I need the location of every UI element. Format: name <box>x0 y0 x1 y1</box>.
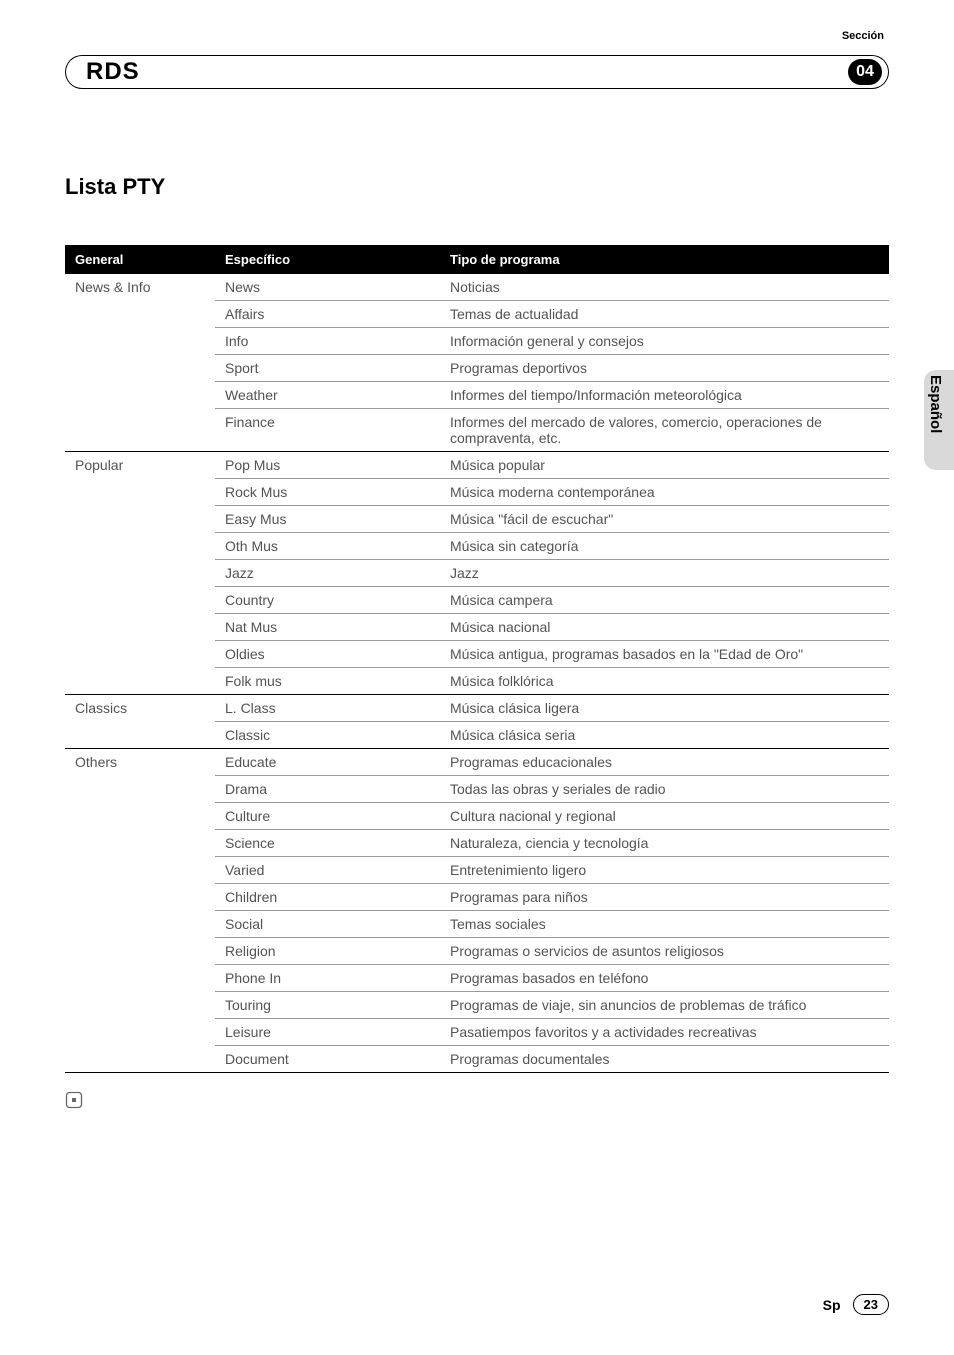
language-tab-label: Español <box>927 375 944 433</box>
type-cell: Música moderna contemporánea <box>440 479 889 506</box>
table-row: ClassicsL. ClassMúsica clásica ligera <box>65 695 889 722</box>
column-header-general: General <box>65 245 215 274</box>
header-pill-right: 04 <box>455 55 889 89</box>
specific-cell: Nat Mus <box>215 614 440 641</box>
general-cell: Others <box>65 749 215 1073</box>
specific-cell: Science <box>215 830 440 857</box>
table-header-row: General Específico Tipo de programa <box>65 245 889 274</box>
type-cell: Música campera <box>440 587 889 614</box>
type-cell: Todas las obras y seriales de radio <box>440 776 889 803</box>
table-row: PopularPop MusMúsica popular <box>65 452 889 479</box>
specific-cell: Classic <box>215 722 440 749</box>
type-cell: Música "fácil de escuchar" <box>440 506 889 533</box>
type-cell: Programas para niños <box>440 884 889 911</box>
general-cell: Classics <box>65 695 215 749</box>
specific-cell: Religion <box>215 938 440 965</box>
list-title: Lista PTY <box>65 174 889 200</box>
specific-cell: Finance <box>215 409 440 452</box>
specific-cell: Social <box>215 911 440 938</box>
column-header-type: Tipo de programa <box>440 245 889 274</box>
type-cell: Música nacional <box>440 614 889 641</box>
table-row: OthersEducateProgramas educacionales <box>65 749 889 776</box>
type-cell: Música antigua, programas basados en la … <box>440 641 889 668</box>
page-title: RDS <box>86 58 140 86</box>
specific-cell: Folk mus <box>215 668 440 695</box>
type-cell: Naturaleza, ciencia y tecnología <box>440 830 889 857</box>
type-cell: Música popular <box>440 452 889 479</box>
specific-cell: Easy Mus <box>215 506 440 533</box>
type-cell: Programas basados en teléfono <box>440 965 889 992</box>
type-cell: Informes del mercado de valores, comerci… <box>440 409 889 452</box>
specific-cell: Pop Mus <box>215 452 440 479</box>
table-row: News & InfoNewsNoticias <box>65 274 889 301</box>
specific-cell: Oth Mus <box>215 533 440 560</box>
type-cell: Información general y consejos <box>440 328 889 355</box>
specific-cell: Jazz <box>215 560 440 587</box>
specific-cell: Info <box>215 328 440 355</box>
general-cell: Popular <box>65 452 215 695</box>
general-cell: News & Info <box>65 274 215 452</box>
type-cell: Programas de viaje, sin anuncios de prob… <box>440 992 889 1019</box>
specific-cell: L. Class <box>215 695 440 722</box>
type-cell: Programas educacionales <box>440 749 889 776</box>
specific-cell: Varied <box>215 857 440 884</box>
footer-language-code: Sp <box>823 1297 841 1313</box>
pty-table: General Específico Tipo de programa News… <box>65 245 889 1073</box>
specific-cell: Country <box>215 587 440 614</box>
type-cell: Jazz <box>440 560 889 587</box>
specific-cell: Rock Mus <box>215 479 440 506</box>
type-cell: Informes del tiempo/Información meteorol… <box>440 382 889 409</box>
type-cell: Temas sociales <box>440 911 889 938</box>
type-cell: Programas documentales <box>440 1046 889 1073</box>
end-section-icon <box>65 1091 83 1109</box>
type-cell: Entretenimiento ligero <box>440 857 889 884</box>
specific-cell: Leisure <box>215 1019 440 1046</box>
type-cell: Temas de actualidad <box>440 301 889 328</box>
specific-cell: Educate <box>215 749 440 776</box>
specific-cell: Children <box>215 884 440 911</box>
section-label: Sección <box>842 30 884 42</box>
specific-cell: Document <box>215 1046 440 1073</box>
specific-cell: Affairs <box>215 301 440 328</box>
type-cell: Noticias <box>440 274 889 301</box>
page-number: 23 <box>853 1294 889 1315</box>
specific-cell: News <box>215 274 440 301</box>
section-number-badge: 04 <box>848 59 882 85</box>
type-cell: Música folklórica <box>440 668 889 695</box>
type-cell: Programas o servicios de asuntos religio… <box>440 938 889 965</box>
type-cell: Música clásica seria <box>440 722 889 749</box>
column-header-specific: Específico <box>215 245 440 274</box>
specific-cell: Phone In <box>215 965 440 992</box>
specific-cell: Oldies <box>215 641 440 668</box>
header-pill-left: RDS <box>65 55 455 89</box>
type-cell: Pasatiempos favoritos y a actividades re… <box>440 1019 889 1046</box>
type-cell: Música sin categoría <box>440 533 889 560</box>
type-cell: Programas deportivos <box>440 355 889 382</box>
specific-cell: Sport <box>215 355 440 382</box>
specific-cell: Culture <box>215 803 440 830</box>
type-cell: Cultura nacional y regional <box>440 803 889 830</box>
type-cell: Música clásica ligera <box>440 695 889 722</box>
page-footer: Sp 23 <box>823 1294 889 1315</box>
specific-cell: Touring <box>215 992 440 1019</box>
page-header: RDS 04 <box>65 55 889 89</box>
specific-cell: Drama <box>215 776 440 803</box>
specific-cell: Weather <box>215 382 440 409</box>
